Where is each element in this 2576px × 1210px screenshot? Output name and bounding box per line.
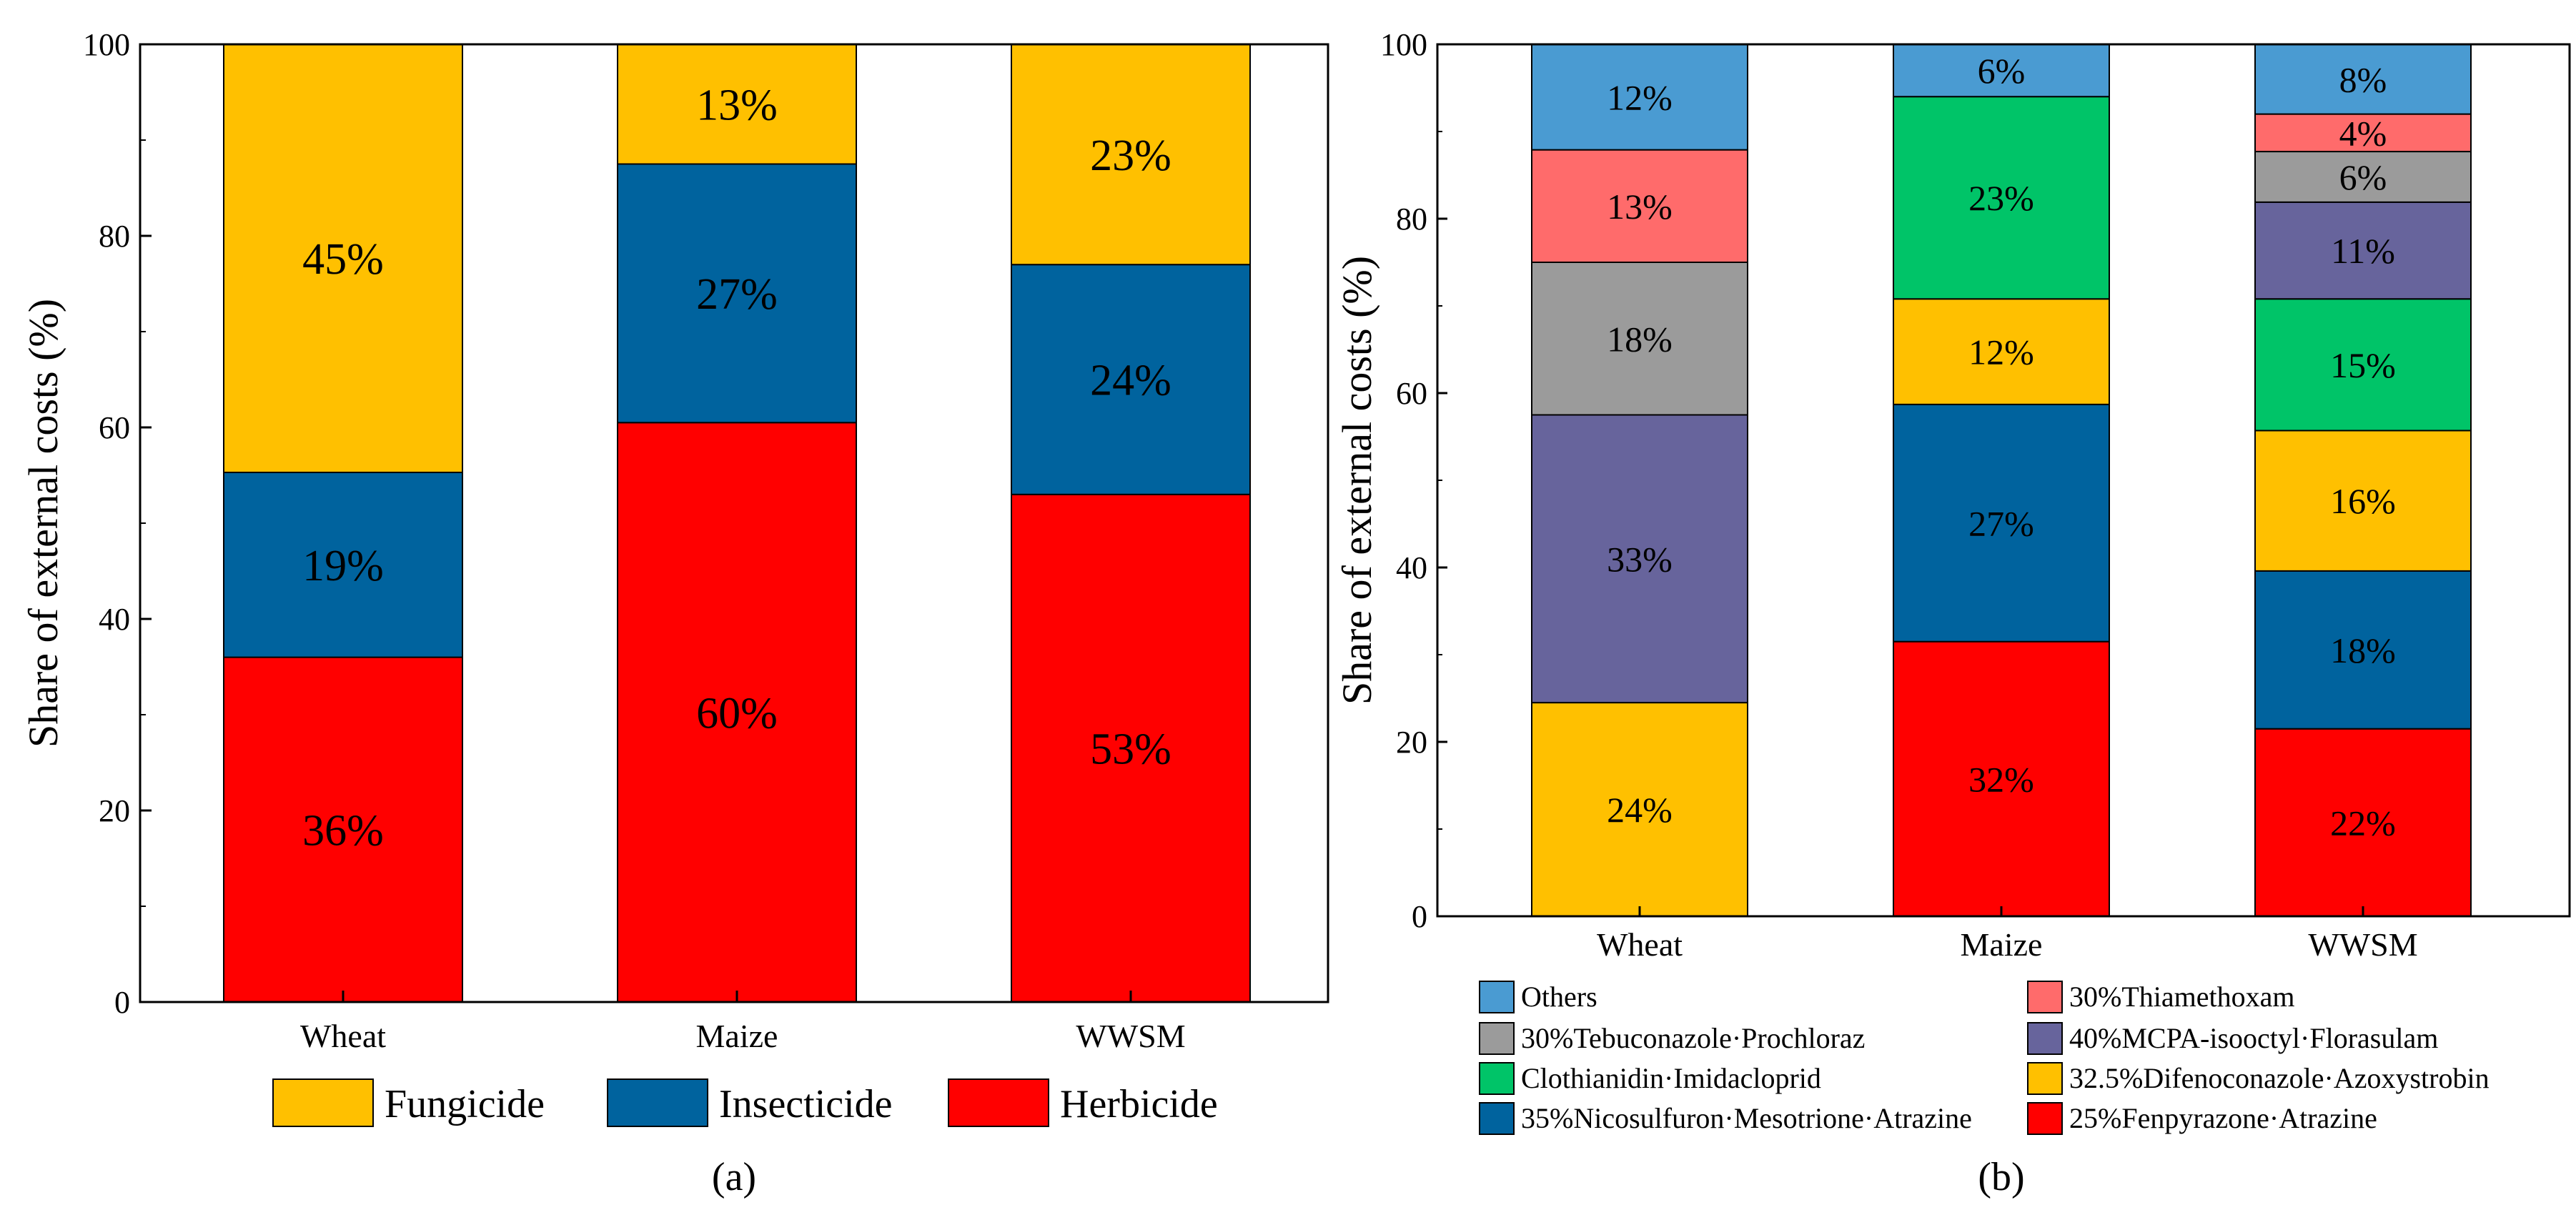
- data-label: 13%: [1607, 187, 1673, 227]
- bar-segment: [2254, 44, 2472, 115]
- x-tick-label: WWSM: [2308, 926, 2417, 963]
- legend-swatch: [2027, 981, 2063, 1013]
- data-label: 33%: [1607, 539, 1673, 579]
- bar-segment: [2254, 113, 2472, 153]
- data-label: 4%: [2339, 113, 2387, 153]
- data-label: 24%: [1090, 357, 1171, 405]
- data-label: 19%: [302, 542, 384, 590]
- legend-item: 40%MCPA-isooctyl·Florasulam: [2069, 1022, 2438, 1054]
- data-label: 12%: [1968, 332, 2034, 372]
- data-label: 8%: [2339, 59, 2387, 99]
- data-label: 18%: [1607, 319, 1673, 359]
- bar-segment: [1893, 403, 2110, 643]
- legend-item: 35%Nicosulfuron·Mesotrione·Atrazine: [1521, 1102, 1972, 1134]
- y-tick-label: 20: [99, 793, 130, 828]
- data-label: 60%: [696, 689, 778, 738]
- y-tick-label: 60: [1396, 376, 1427, 411]
- data-label: 53%: [1090, 725, 1171, 774]
- bar-segment: [223, 471, 463, 658]
- legend-swatch: [272, 1078, 374, 1127]
- bar-segment: [2254, 430, 2472, 572]
- legend-item: 25%Fenpyrazone·Atrazine: [2069, 1102, 2377, 1134]
- bar-segment: [1011, 493, 1251, 1003]
- data-label: 6%: [1978, 51, 2026, 91]
- data-label: 32%: [1968, 759, 2034, 799]
- bar-segment: [2254, 728, 2472, 917]
- data-label: 45%: [302, 235, 384, 284]
- y-tick-label: 0: [114, 985, 130, 1020]
- data-label: 24%: [1607, 790, 1673, 830]
- legend-swatch: [1479, 1022, 1515, 1055]
- bar-segment: [1893, 44, 2110, 98]
- x-tick-label: Maize: [1961, 926, 2043, 963]
- y-tick-label: 80: [99, 219, 130, 254]
- x-tick-label: Maize: [696, 1018, 778, 1054]
- bar-segment: [1011, 264, 1251, 495]
- data-label: 13%: [696, 81, 778, 129]
- x-tick-label: Wheat: [300, 1018, 386, 1054]
- data-label: 11%: [2331, 231, 2395, 271]
- y-tick-label: 0: [1412, 899, 1427, 934]
- legend-item: Clothianidin·Imidacloprid: [1521, 1062, 1821, 1094]
- bar-segment: [617, 44, 857, 165]
- y-axis-title: Share of external costs (%): [20, 299, 66, 748]
- legend-swatch: [2027, 1062, 2063, 1095]
- legend-swatch: [1479, 981, 1515, 1013]
- data-label: 6%: [2339, 157, 2387, 197]
- data-label: 36%: [302, 807, 384, 856]
- data-label: 15%: [2330, 345, 2396, 385]
- y-tick-label: 100: [1380, 27, 1427, 62]
- bar-segment: [1893, 96, 2110, 300]
- bar-segment: [617, 422, 857, 1003]
- x-tick-label: Wheat: [1597, 926, 1683, 963]
- bar-segment: [617, 163, 857, 424]
- legend-item: 32.5%Difenoconazole·Azoxystrobin: [2069, 1062, 2490, 1094]
- panel-label: (a): [712, 1155, 756, 1199]
- bar-segment: [2254, 201, 2472, 300]
- bar-segment: [1531, 702, 1748, 917]
- bar-segment: [1011, 44, 1251, 266]
- data-label: 23%: [1968, 178, 2034, 218]
- legend-item: Fungicide: [385, 1082, 545, 1126]
- bar-segment: [1531, 414, 1748, 704]
- bar-segment: [2254, 570, 2472, 730]
- legend-item: 30%Tebuconazole·Prochloraz: [1521, 1022, 1865, 1054]
- legend-swatch: [1479, 1062, 1515, 1095]
- y-tick-label: 60: [99, 410, 130, 445]
- bar-segment: [1531, 262, 1748, 416]
- legend-swatch: [2027, 1102, 2063, 1135]
- bar-segment: [1893, 640, 2110, 917]
- data-label: 27%: [1968, 503, 2034, 543]
- bar-segment: [1531, 44, 1748, 151]
- legend-item: Herbicide: [1060, 1082, 1218, 1126]
- bar-segment: [2254, 298, 2472, 432]
- data-label: 27%: [696, 270, 778, 319]
- data-label: 16%: [2330, 481, 2396, 521]
- data-label: 22%: [2330, 803, 2396, 843]
- y-tick-label: 40: [1396, 550, 1427, 585]
- y-tick-label: 20: [1396, 725, 1427, 760]
- y-tick-label: 100: [83, 27, 130, 62]
- y-tick-label: 40: [99, 602, 130, 637]
- bar-segment: [223, 656, 463, 1003]
- y-tick-label: 80: [1396, 202, 1427, 237]
- legend-swatch: [948, 1078, 1049, 1127]
- legend-swatch: [2027, 1022, 2063, 1055]
- y-axis-title: Share of external costs (%): [1334, 256, 1380, 705]
- x-tick-label: WWSM: [1076, 1018, 1185, 1054]
- legend-item: 30%Thiamethoxam: [2069, 981, 2294, 1013]
- legend-swatch: [607, 1078, 708, 1127]
- data-label: 23%: [1090, 132, 1171, 180]
- legend-swatch: [1479, 1102, 1515, 1135]
- panel-label: (b): [1978, 1155, 2024, 1199]
- data-label: 18%: [2330, 630, 2396, 670]
- legend-item: Insecticide: [719, 1082, 893, 1126]
- data-label: 12%: [1607, 77, 1673, 117]
- bar-segment: [1893, 298, 2110, 405]
- legend-item: Others: [1521, 981, 1597, 1013]
